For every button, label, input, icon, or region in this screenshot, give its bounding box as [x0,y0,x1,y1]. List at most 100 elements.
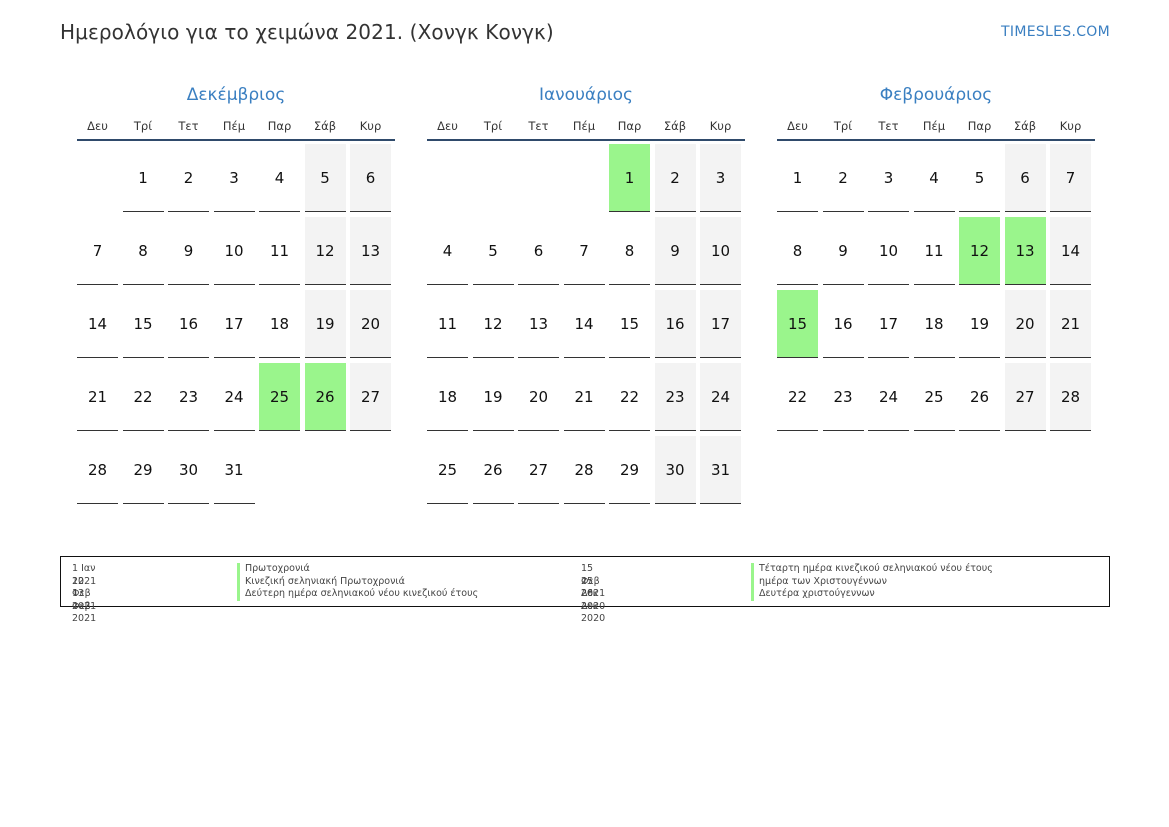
day-cell: 16 [654,290,696,358]
day-cell: 11 [427,290,468,358]
day-cell: 19 [959,290,1000,358]
day-cell: 14 [1050,217,1091,285]
legend-date: 26 Δεκ 2020 [581,588,606,624]
weekday-label: Δευ [87,119,108,133]
day-cell: 4 [913,144,955,212]
brand-link[interactable]: TIMESLES.COM [1001,24,1110,40]
day-cell: 22 [122,363,164,431]
month-name: Φεβρουάριος [879,85,993,105]
day-cell: 27 [518,436,559,504]
weekday-label: Δευ [437,119,458,133]
day-cell: 27 [350,363,391,431]
page-title: Ημερολόγιο για το χειμώνα 2021. (Χονγκ Κ… [60,20,554,44]
day-cell: 13 [350,217,391,285]
day-cell: 11 [913,217,955,285]
day-cell: 24 [700,363,741,431]
day-cell: 21 [1050,290,1091,358]
day-cell: 11 [259,217,300,285]
day-cell: 12 [304,217,346,285]
day-cell: 14 [563,290,605,358]
weekday-label: Τρί [483,119,503,133]
day-cell: 24 [213,363,255,431]
weekday-label: Πέμ [572,119,596,133]
day-cell: 28 [563,436,605,504]
day-cell: 6 [518,217,559,285]
day-cell: 9 [168,217,209,285]
day-cell: 7 [563,217,605,285]
day-cell: 14 [77,290,118,358]
day-cell: 24 [868,363,909,431]
weekday-label: Κυρ [359,119,382,133]
legend-holiday-name: Δεύτερη ημέρα σεληνιακού νέου κινεζικού … [237,588,478,601]
day-cell: 6 [1004,144,1046,212]
month-name: Δεκέμβριος [186,85,286,105]
day-cell: 27 [1004,363,1046,431]
day-cell: 26 [959,363,1000,431]
day-cell: 1 [777,144,818,212]
day-cell: 4 [427,217,468,285]
weekday-header: Δευ Τρί Τετ Πέμ Παρ Σάβ Κυρ [427,117,745,141]
legend-holiday-name: Πρωτοχρονιά [237,563,310,576]
day-cell: 12 [472,290,514,358]
day-cell: 8 [777,217,818,285]
day-cell: 21 [563,363,605,431]
day-cell: 2 [654,144,696,212]
day-cell: 21 [77,363,118,431]
day-cell: 23 [654,363,696,431]
weekday-label: Σάβ [663,119,687,133]
day-cell: 8 [609,217,650,285]
day-cell: 31 [213,436,255,504]
day-cell: 6 [350,144,391,212]
day-cell: 3 [868,144,909,212]
day-cell: 15 [122,290,164,358]
day-cell: 13 [1004,217,1046,285]
day-cell: 25 [427,436,468,504]
day-cell: 7 [1050,144,1091,212]
legend-date: 15 Φεβ 2021 [581,563,606,599]
day-cell: 22 [609,363,650,431]
day-cell: 19 [304,290,346,358]
day-cell: 18 [913,290,955,358]
day-cell: 18 [427,363,468,431]
month-name: Ιανουάριος [538,85,634,105]
weekday-label: Κυρ [1059,119,1082,133]
day-cell: 10 [213,217,255,285]
legend-date: 1 Ιαν 2021 [72,563,97,587]
day-cell: 29 [122,436,164,504]
legend-holiday-name: Κινεζική σεληνιακή Πρωτοχρονιά [237,575,405,588]
day-cell: 18 [259,290,300,358]
day-cell: 22 [777,363,818,431]
legend-holiday-name: ημέρα των Χριστουγέννων [751,575,887,588]
day-cell: 3 [213,144,255,212]
day-cell: 5 [304,144,346,212]
weekday-label: Τρί [833,119,853,133]
day-cell: 1 [122,144,164,212]
day-cell: 8 [122,217,164,285]
legend-holiday-name: Τέταρτη ημέρα κινεζικού σεληνιακού νέου … [751,563,993,576]
day-cell: 20 [518,363,559,431]
legend-date: 12 Φεβ 2021 [72,575,97,612]
day-cell: 28 [77,436,118,504]
day-cell: 28 [1050,363,1091,431]
day-cell: 3 [700,144,741,212]
weekday-label: Παρ [967,119,992,133]
weekday-header: Δευ Τρί Τετ Πέμ Παρ Σάβ Κυρ [77,117,395,141]
day-cell: 1 [609,144,650,212]
day-cell: 26 [472,436,514,504]
day-cell: 5 [959,144,1000,212]
day-cell: 7 [77,217,118,285]
day-grid: 1 2 3 4 5 6 7 8 9 10 11 12 13 14 15 16 17 18 19 20 21 22 23 24 2… [77,144,395,509]
day-grid: 1 2 3 4 5 6 7 8 9 10 11 12 13 14 15 16 17 18 19 20 21 22 23 24 2… [777,144,1095,436]
day-cell: 17 [700,290,741,358]
day-cell: 4 [259,144,300,212]
day-cell: 5 [472,217,514,285]
day-cell: 2 [822,144,864,212]
legend-date: 25 Δεκ 2020 [581,575,606,612]
weekday-header: Δευ Τρί Τετ Πέμ Παρ Σάβ Κυρ [777,117,1095,141]
day-cell: 10 [700,217,741,285]
day-cell: 25 [259,363,300,431]
weekday-label: Τετ [528,119,549,133]
day-cell: 23 [822,363,864,431]
